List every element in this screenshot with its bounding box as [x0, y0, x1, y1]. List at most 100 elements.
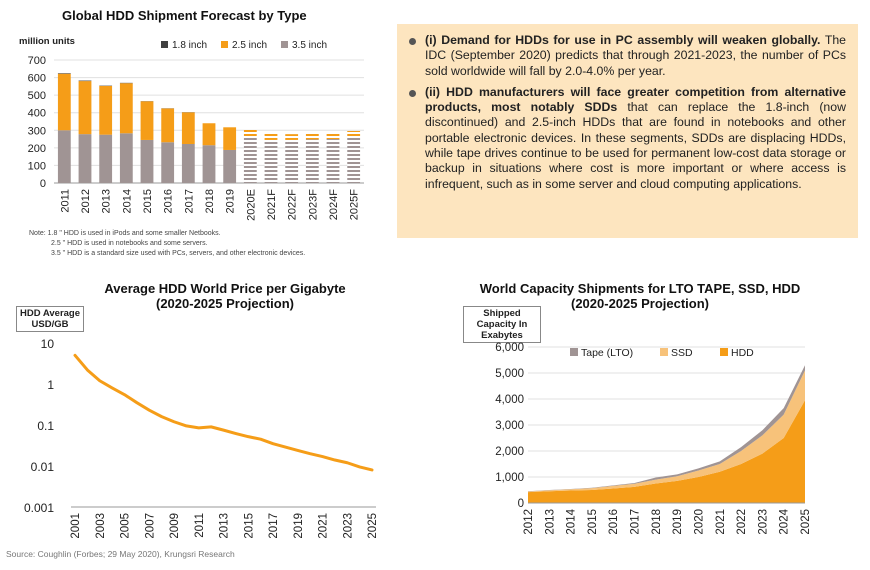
chart2-xtick-label: 2011	[194, 513, 206, 538]
chart1-xtick-label: 2022F	[287, 189, 299, 220]
chart3-xtick-label: 2013	[544, 509, 556, 535]
chart2-ytick-label: 1	[47, 378, 54, 392]
chart1: 0 100 200 300 400 500 600 700 2011 2012 2013 2014 20…	[28, 40, 364, 221]
chart1-xtick-label: 2013	[101, 189, 113, 213]
chart1-note-2: 2.5 " HDD is used in notebooks and some …	[51, 240, 208, 247]
chart2-xtick-label: 2025	[367, 513, 379, 539]
chart2-xtick-label: 2005	[120, 513, 132, 539]
chart2-xtick-label: 2007	[144, 513, 156, 539]
chart3-xtick-label: 2019	[672, 509, 684, 535]
chart1-bar-segment	[181, 143, 195, 183]
chart1-bar-segment	[243, 129, 257, 137]
chart2-ytick-label: 0.01	[31, 460, 55, 474]
chart1-xtick-label: 2025F	[349, 189, 361, 220]
chart2-xtick-label: 2019	[293, 513, 305, 539]
chart1-bar-segment	[99, 134, 113, 183]
chart1-bar-segment	[264, 139, 278, 183]
chart3-ylabel: Shipped Capacity In Exabytes	[463, 306, 541, 343]
chart2-ytick-label: 0.1	[37, 419, 54, 433]
chart1-legend-label: 1.8 inch	[172, 40, 207, 51]
chart1-xtick-label: 2018	[204, 189, 216, 213]
chart1-xtick-label: 2021F	[266, 189, 278, 220]
chart2: 10 1 0.1 0.01 0.001 2001 2003 2005 2007 2009 2011 2…	[24, 337, 379, 539]
info-box: (i) Demand for HDDs for use in PC assemb…	[397, 24, 858, 238]
chart3-legend-label: HDD	[731, 347, 754, 359]
chart1-ytick-label: 200	[28, 143, 46, 155]
chart1-legend-swatch	[161, 41, 168, 48]
chart2-xtick-label: 2003	[95, 513, 107, 539]
chart1-bar-segment	[119, 83, 133, 134]
chart3-ytick-label: 3,000	[495, 420, 524, 432]
chart3-area-ssd	[528, 370, 805, 493]
chart1-bar-segment	[78, 134, 92, 183]
chart1-xtick-label: 2012	[80, 189, 92, 213]
info-bullet-2-heading: (ii) HDD manufacturers will face greater…	[425, 84, 846, 115]
chart3-xtick-label: 2014	[566, 508, 578, 534]
chart3-legend-swatch	[660, 348, 668, 356]
chart1-note-3: 3.5 " HDD is a standard size used with P…	[51, 250, 306, 257]
chart2-xtick-label: 2009	[169, 513, 181, 539]
bullet-dot-icon	[409, 89, 416, 97]
chart1-bar-segment	[223, 127, 237, 150]
chart1-legend-label: 2.5 inch	[232, 40, 267, 51]
chart3-legend-label: SSD	[671, 347, 693, 359]
chart1-bar-segment	[285, 134, 299, 140]
chart1-ytick-label: 600	[28, 73, 46, 85]
chart1-bar-segment	[99, 86, 113, 135]
chart3-legend-swatch	[720, 348, 728, 356]
chart3-ytick-label: 1,000	[495, 472, 524, 484]
chart1-bar-segment	[264, 133, 278, 140]
chart1-bar-segment	[119, 133, 133, 183]
chart1-xtick-label: 2014	[121, 189, 133, 213]
chart3-xtick-label: 2022	[736, 509, 748, 535]
chart2-xtick-label: 2001	[70, 513, 82, 539]
chart1-bar-segment	[161, 108, 175, 143]
chart1-bar-segment	[202, 123, 216, 146]
chart1-bar-segment	[347, 136, 361, 183]
chart1-legend-swatch	[281, 41, 288, 48]
chart1-xtick-label: 2016	[163, 189, 175, 213]
chart2-ytick-label: 10	[41, 337, 55, 351]
chart3-xtick-label: 2021	[715, 509, 727, 535]
chart2-subtitle: (2020-2025 Projection)	[155, 296, 294, 311]
chart3-xtick-label: 2017	[630, 509, 642, 535]
chart2-xtick-label: 2013	[219, 513, 231, 539]
chart1-ytick-label: 400	[28, 108, 46, 120]
chart1-ytick-label: 300	[28, 125, 46, 137]
chart1-bar-segment	[57, 73, 71, 74]
chart1-ytick-label: 0	[40, 178, 46, 190]
chart1-bar-segment	[161, 142, 175, 183]
info-bullet-1-heading: (i) Demand for HDDs for use in PC assemb…	[425, 33, 821, 47]
chart1-ytick-label: 500	[28, 90, 46, 102]
chart3-area-hdd	[528, 400, 805, 503]
chart1-bar-segment	[78, 81, 92, 135]
chart3-xtick-label: 2024	[779, 508, 791, 534]
chart1-xtick-label: 2023F	[307, 189, 319, 220]
chart3-legend-swatch	[570, 348, 578, 356]
source-note: Source: Coughlin (Forbes; 29 May 2020), …	[6, 549, 235, 559]
chart1-bar-segment	[223, 149, 237, 183]
chart2-xtick-label: 2021	[318, 513, 330, 539]
chart3-xtick-label: 2025	[800, 509, 812, 535]
chart1-xtick-label: 2011	[59, 189, 71, 213]
chart1-title: Global HDD Shipment Forecast by Type	[62, 8, 307, 23]
info-bullet-1-text: The IDC (September 2020) predicts that t…	[425, 33, 847, 78]
chart2-title-line: Average HDD World Price per Gigabyte	[104, 281, 346, 296]
chart1-bar-segment	[326, 139, 340, 183]
info-bullet-2: (ii) HDD manufacturers will face greater…	[407, 85, 846, 192]
chart3-xtick-label: 2020	[693, 509, 705, 535]
chart3-xtick-label: 2023	[757, 509, 769, 535]
chart1-xtick-label: 2019	[225, 189, 237, 213]
chart2-series-line	[73, 353, 374, 472]
chart1-bar-segment	[57, 130, 71, 183]
chart3-legend-label: Tape (LTO)	[581, 347, 633, 359]
chart1-legend-swatch	[221, 41, 228, 48]
chart3-ytick-label: 5,000	[495, 368, 524, 380]
chart1-bar-segment	[78, 80, 92, 82]
chart1-ylabel: million units	[19, 36, 75, 47]
chart1-bar-segment	[181, 112, 195, 144]
chart3-xtick-label: 2012	[523, 509, 535, 535]
chart3-title: World Capacity Shipments for LTO TAPE, S…	[470, 281, 810, 311]
chart2-xtick-label: 2023	[342, 513, 354, 539]
chart2-ytick-label: 0.001	[24, 501, 54, 515]
